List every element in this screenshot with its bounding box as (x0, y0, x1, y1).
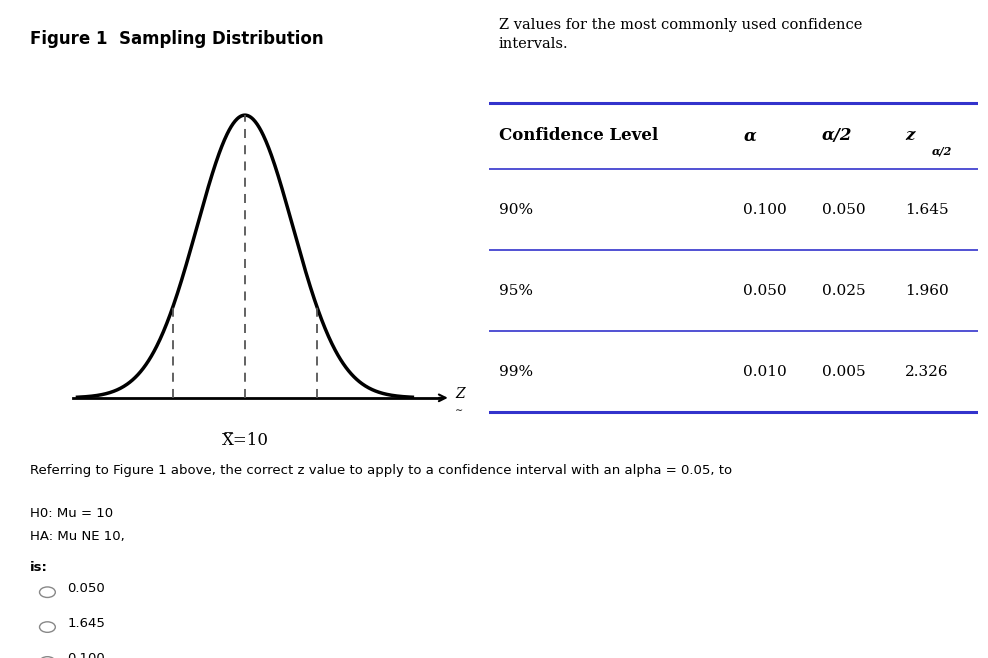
Text: 0.025: 0.025 (822, 284, 865, 297)
Text: z: z (905, 127, 914, 144)
Text: 0.050: 0.050 (822, 203, 865, 216)
Text: 0.100: 0.100 (67, 652, 105, 658)
Text: α/2: α/2 (932, 145, 952, 156)
Text: 1.645: 1.645 (905, 203, 948, 216)
Text: α: α (743, 127, 756, 144)
Text: Referring to Figure 1 above, the correct z value to apply to a confidence interv: Referring to Figure 1 above, the correct… (30, 464, 732, 477)
Text: 0.005: 0.005 (822, 365, 865, 378)
Text: H0: Mu = 10: H0: Mu = 10 (30, 507, 113, 520)
Text: Figure 1  Sampling Distribution: Figure 1 Sampling Distribution (30, 30, 323, 47)
Text: HA: Mu NE 10,: HA: Mu NE 10, (30, 530, 124, 543)
Text: 0.050: 0.050 (743, 284, 787, 297)
Text: Confidence Level: Confidence Level (499, 127, 658, 144)
Text: X̅=10: X̅=10 (221, 432, 269, 449)
Text: Z: Z (455, 388, 465, 401)
Text: 90%: 90% (499, 203, 533, 216)
Text: 0.100: 0.100 (743, 203, 787, 216)
Text: 1.960: 1.960 (905, 284, 948, 297)
Text: Z values for the most commonly used confidence
intervals.: Z values for the most commonly used conf… (499, 18, 863, 51)
Text: 0.010: 0.010 (743, 365, 787, 378)
Text: is:: is: (30, 561, 47, 574)
Text: ∼: ∼ (455, 406, 463, 415)
Text: 95%: 95% (499, 284, 533, 297)
Text: 2.326: 2.326 (905, 365, 948, 378)
Text: 0.050: 0.050 (67, 582, 105, 595)
Text: 99%: 99% (499, 365, 533, 378)
Text: 1.645: 1.645 (67, 617, 105, 630)
Text: α/2: α/2 (822, 127, 852, 144)
